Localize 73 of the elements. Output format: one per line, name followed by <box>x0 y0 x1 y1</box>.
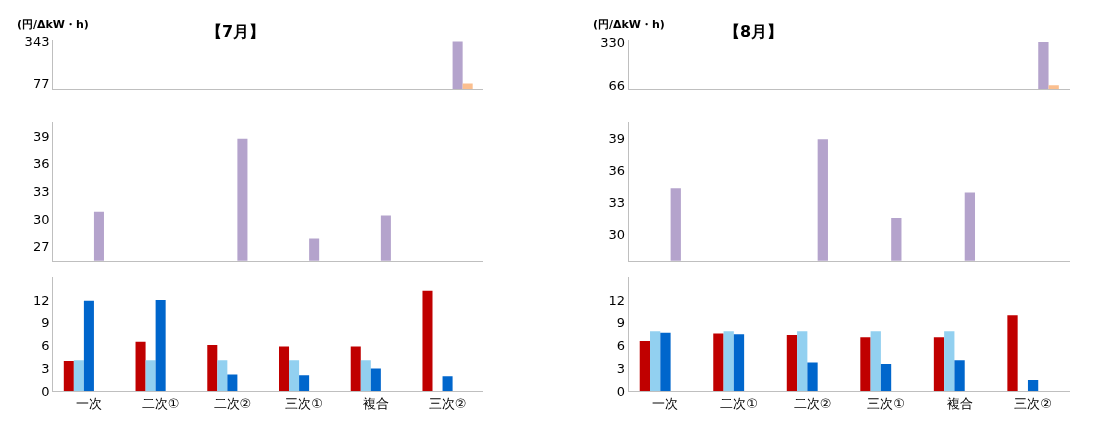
bar <box>360 360 371 392</box>
bar <box>723 331 734 392</box>
bar <box>217 360 228 392</box>
y-tick-label: 330 <box>600 34 626 50</box>
bar <box>350 346 361 392</box>
y-tick-label: 343 <box>24 34 50 50</box>
x-tick-label: 三次① <box>285 395 323 411</box>
x-tick-label: 複合 <box>946 395 973 411</box>
bar <box>442 376 453 392</box>
bar <box>660 332 671 392</box>
bar <box>639 341 651 392</box>
bar <box>145 360 156 392</box>
y-tick-label: 33 <box>608 194 626 210</box>
x-tick-label: 二次② <box>793 395 832 411</box>
y-tick-label: 0 <box>616 383 626 399</box>
bar <box>870 331 881 392</box>
bar <box>73 360 84 392</box>
x-tick-label: 三次① <box>867 395 905 411</box>
y-tick-label: 77 <box>32 76 50 92</box>
bar <box>422 290 433 392</box>
y-tick-label: 30 <box>32 211 50 227</box>
y-tick-label: 33 <box>32 183 50 199</box>
y-tick-label: 3 <box>616 361 626 377</box>
chart-title: 【7月】 <box>206 22 266 41</box>
bar <box>733 334 745 392</box>
y-tick-label: 12 <box>608 292 626 308</box>
x-tick-label: 二次① <box>141 395 180 411</box>
bar <box>289 360 300 392</box>
bar <box>83 300 94 392</box>
bar <box>227 374 238 392</box>
bar <box>279 346 290 392</box>
bar <box>650 331 661 392</box>
x-tick-label: 二次② <box>213 395 252 411</box>
y-tick-label: 12 <box>32 292 50 308</box>
y-axis-title: (円/ΔkW・h) <box>593 18 665 31</box>
y-tick-label: 39 <box>608 130 626 146</box>
y-tick-label: 30 <box>608 226 626 242</box>
y-tick-label: 6 <box>616 338 626 354</box>
bar <box>860 337 871 392</box>
x-tick-label: 一次 <box>75 395 102 411</box>
bar <box>1007 315 1018 392</box>
y-tick-label: 9 <box>41 315 50 331</box>
y-tick-label: 3 <box>41 361 50 377</box>
y-tick-label: 36 <box>32 156 50 172</box>
bar <box>797 331 808 392</box>
bar <box>954 360 965 392</box>
bar <box>880 363 892 392</box>
bar <box>155 299 166 392</box>
y-axis-title: (円/ΔkW・h) <box>17 18 89 31</box>
y-tick-label: 36 <box>608 162 626 178</box>
bar <box>63 360 74 392</box>
x-tick-label: 二次① <box>720 395 758 411</box>
y-tick-label: 0 <box>41 383 50 399</box>
x-tick-label: 一次 <box>652 395 679 411</box>
bar <box>807 362 818 392</box>
x-tick-label: 三次② <box>1014 395 1052 411</box>
y-tick-label: 39 <box>32 128 50 144</box>
bar <box>207 344 218 392</box>
y-tick-label: 9 <box>616 315 626 331</box>
bar <box>933 337 945 392</box>
bar <box>713 333 724 392</box>
bar <box>1027 379 1039 392</box>
y-tick-label: 6 <box>41 338 50 354</box>
y-tick-label: 66 <box>608 77 626 93</box>
bar <box>944 331 955 392</box>
bar <box>370 368 381 392</box>
bar <box>786 335 798 392</box>
bar <box>135 341 146 392</box>
chart-title: 【8月】 <box>724 22 784 41</box>
x-tick-label: 複合 <box>362 395 389 411</box>
y-tick-label: 27 <box>32 239 50 255</box>
bar <box>299 375 310 392</box>
x-tick-label: 三次② <box>428 395 467 411</box>
